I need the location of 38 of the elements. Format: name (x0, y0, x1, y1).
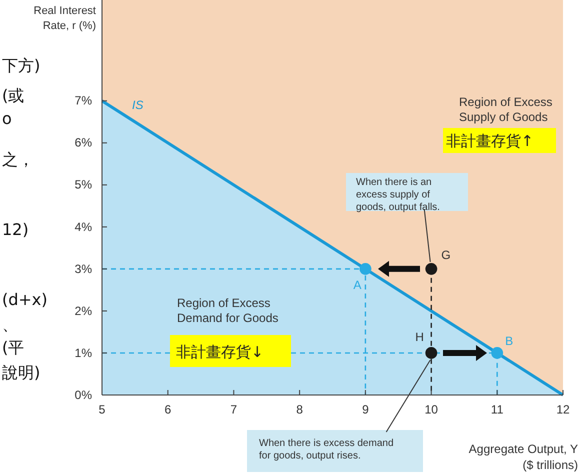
x-tick-label: 8 (296, 402, 304, 417)
annotation: A (353, 278, 362, 292)
annotation: When there is excess demand for goods, output rises. (259, 438, 394, 462)
annotation: When there is an excess supply of goods, output falls. (356, 177, 440, 213)
x-tick-label: 10 (424, 402, 438, 417)
x-axis-title: Aggregate Output, Y ($ trillions) (468, 442, 578, 472)
annotation: H (415, 330, 424, 344)
annotation: Region of Excess Supply of Goods (459, 95, 552, 124)
text: 之， (2, 150, 34, 169)
text: 、 (2, 315, 18, 334)
text: (或 (2, 86, 24, 105)
y-tick-label: 6% (74, 136, 92, 150)
y-tick-label: 2% (74, 304, 92, 318)
text: 說明) (2, 363, 40, 382)
annotation: 非計畫存貨↑ (446, 132, 534, 150)
text: 下方) (2, 56, 40, 75)
y-tick-label: 3% (74, 262, 92, 276)
x-tick-label: 5 (98, 402, 106, 417)
text: 12) (2, 220, 29, 239)
series-label: IS (132, 98, 144, 112)
annotation: 非計畫存貨↓ (176, 343, 264, 361)
y-tick-label: 5% (74, 178, 92, 192)
text: (d+x) (2, 290, 48, 309)
y-tick-label: 1% (74, 346, 92, 360)
annotation: Region of Excess Demand for Goods (177, 296, 278, 325)
x-tick-label: 12 (556, 402, 570, 417)
x-tick-label: 11 (490, 402, 504, 417)
x-tick-label: 9 (362, 402, 370, 417)
annotation: B (505, 334, 514, 348)
text: o (2, 109, 12, 128)
text: (平 (2, 338, 24, 357)
y-tick-label: 0% (74, 388, 92, 402)
x-tick-label: 6 (164, 402, 172, 417)
y-tick-label: 4% (74, 220, 92, 234)
annotation: G (441, 248, 451, 262)
y-tick-label: 7% (74, 94, 92, 108)
text: Real Interest Rate, r (%) (34, 5, 96, 32)
x-tick-label: 7 (230, 402, 238, 417)
